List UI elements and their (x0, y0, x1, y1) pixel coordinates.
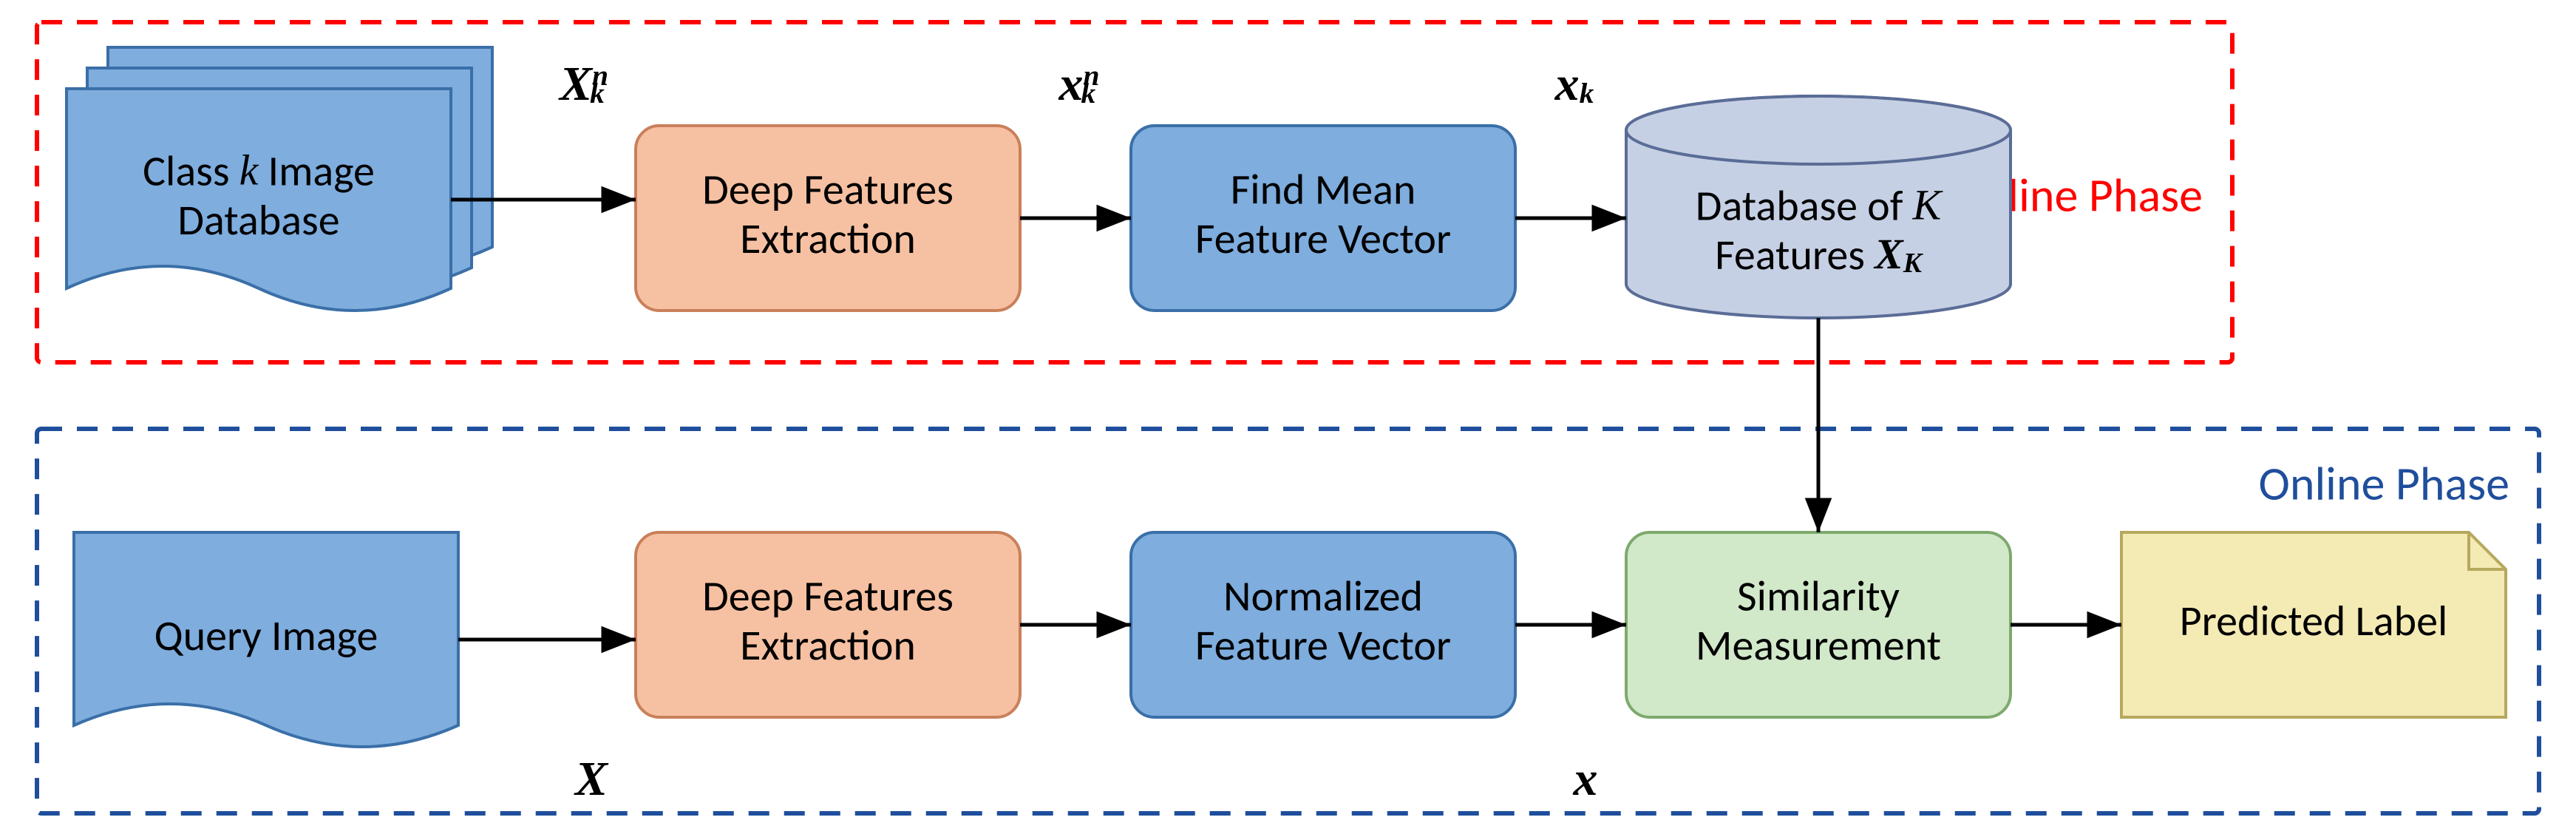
svg-text:X: X (574, 752, 609, 806)
annotation-xk: xk (1554, 57, 1594, 111)
class_db-node: Class k ImageDatabase (67, 47, 492, 311)
db_cyl-node: Database of KFeatures XK (1626, 96, 2011, 318)
norm_vec-node: NormalizedFeature Vector (1131, 532, 1515, 717)
query_img-node: Query Image (74, 532, 458, 747)
feat_ext_top-label-line1: Deep Features (702, 163, 954, 215)
mean_vec-label-line2: Feature Vector (1195, 212, 1451, 265)
pred_label-node: Predicted Label (2121, 532, 2506, 717)
feat_ext_top-label-line2: Extraction (740, 212, 916, 265)
annotation-X_big: X (574, 752, 609, 806)
class_db-label-line1: Class k Image (143, 144, 375, 197)
class_db-label-line2: Database (177, 194, 339, 246)
feat_ext_bot-label-line2: Extraction (740, 619, 916, 671)
annotation-Xkn_upper: Xnk (558, 57, 608, 111)
feat_ext_top-node: Deep FeaturesExtraction (636, 126, 1020, 311)
mean_vec-label-line1: Find Mean (1231, 163, 1416, 215)
sim_meas-node: SimilarityMeasurement (1626, 532, 2011, 717)
query_img-label-line1: Query Image (154, 609, 378, 662)
svg-text:Xnk: Xnk (558, 57, 608, 111)
annotation-xkn_lower: xnk (1058, 57, 1099, 111)
feat_ext_bot-node: Deep FeaturesExtraction (636, 532, 1020, 717)
norm_vec-label-line2: Feature Vector (1195, 619, 1451, 671)
db_cyl-label-line2: Features XK (1715, 228, 1924, 281)
norm_vec-label-line1: Normalized (1223, 569, 1423, 622)
svg-text:xk: xk (1554, 57, 1594, 111)
online-phase-label: Online Phase (2258, 455, 2509, 512)
sim_meas-label-line1: Similarity (1737, 569, 1900, 622)
svg-text:x: x (1573, 752, 1598, 806)
diagram-canvas: Offline PhaseOnline PhaseClass k ImageDa… (0, 0, 2576, 837)
mean_vec-node: Find MeanFeature Vector (1131, 126, 1515, 311)
svg-text:xnk: xnk (1058, 57, 1099, 111)
feat_ext_bot-label-line1: Deep Features (702, 569, 954, 622)
sim_meas-label-line2: Measurement (1696, 619, 1941, 671)
db_cyl-label-line1: Database of K (1696, 179, 1944, 231)
pred_label-label-line1: Predicted Label (2180, 594, 2448, 647)
annotation-x_small: x (1573, 752, 1598, 806)
